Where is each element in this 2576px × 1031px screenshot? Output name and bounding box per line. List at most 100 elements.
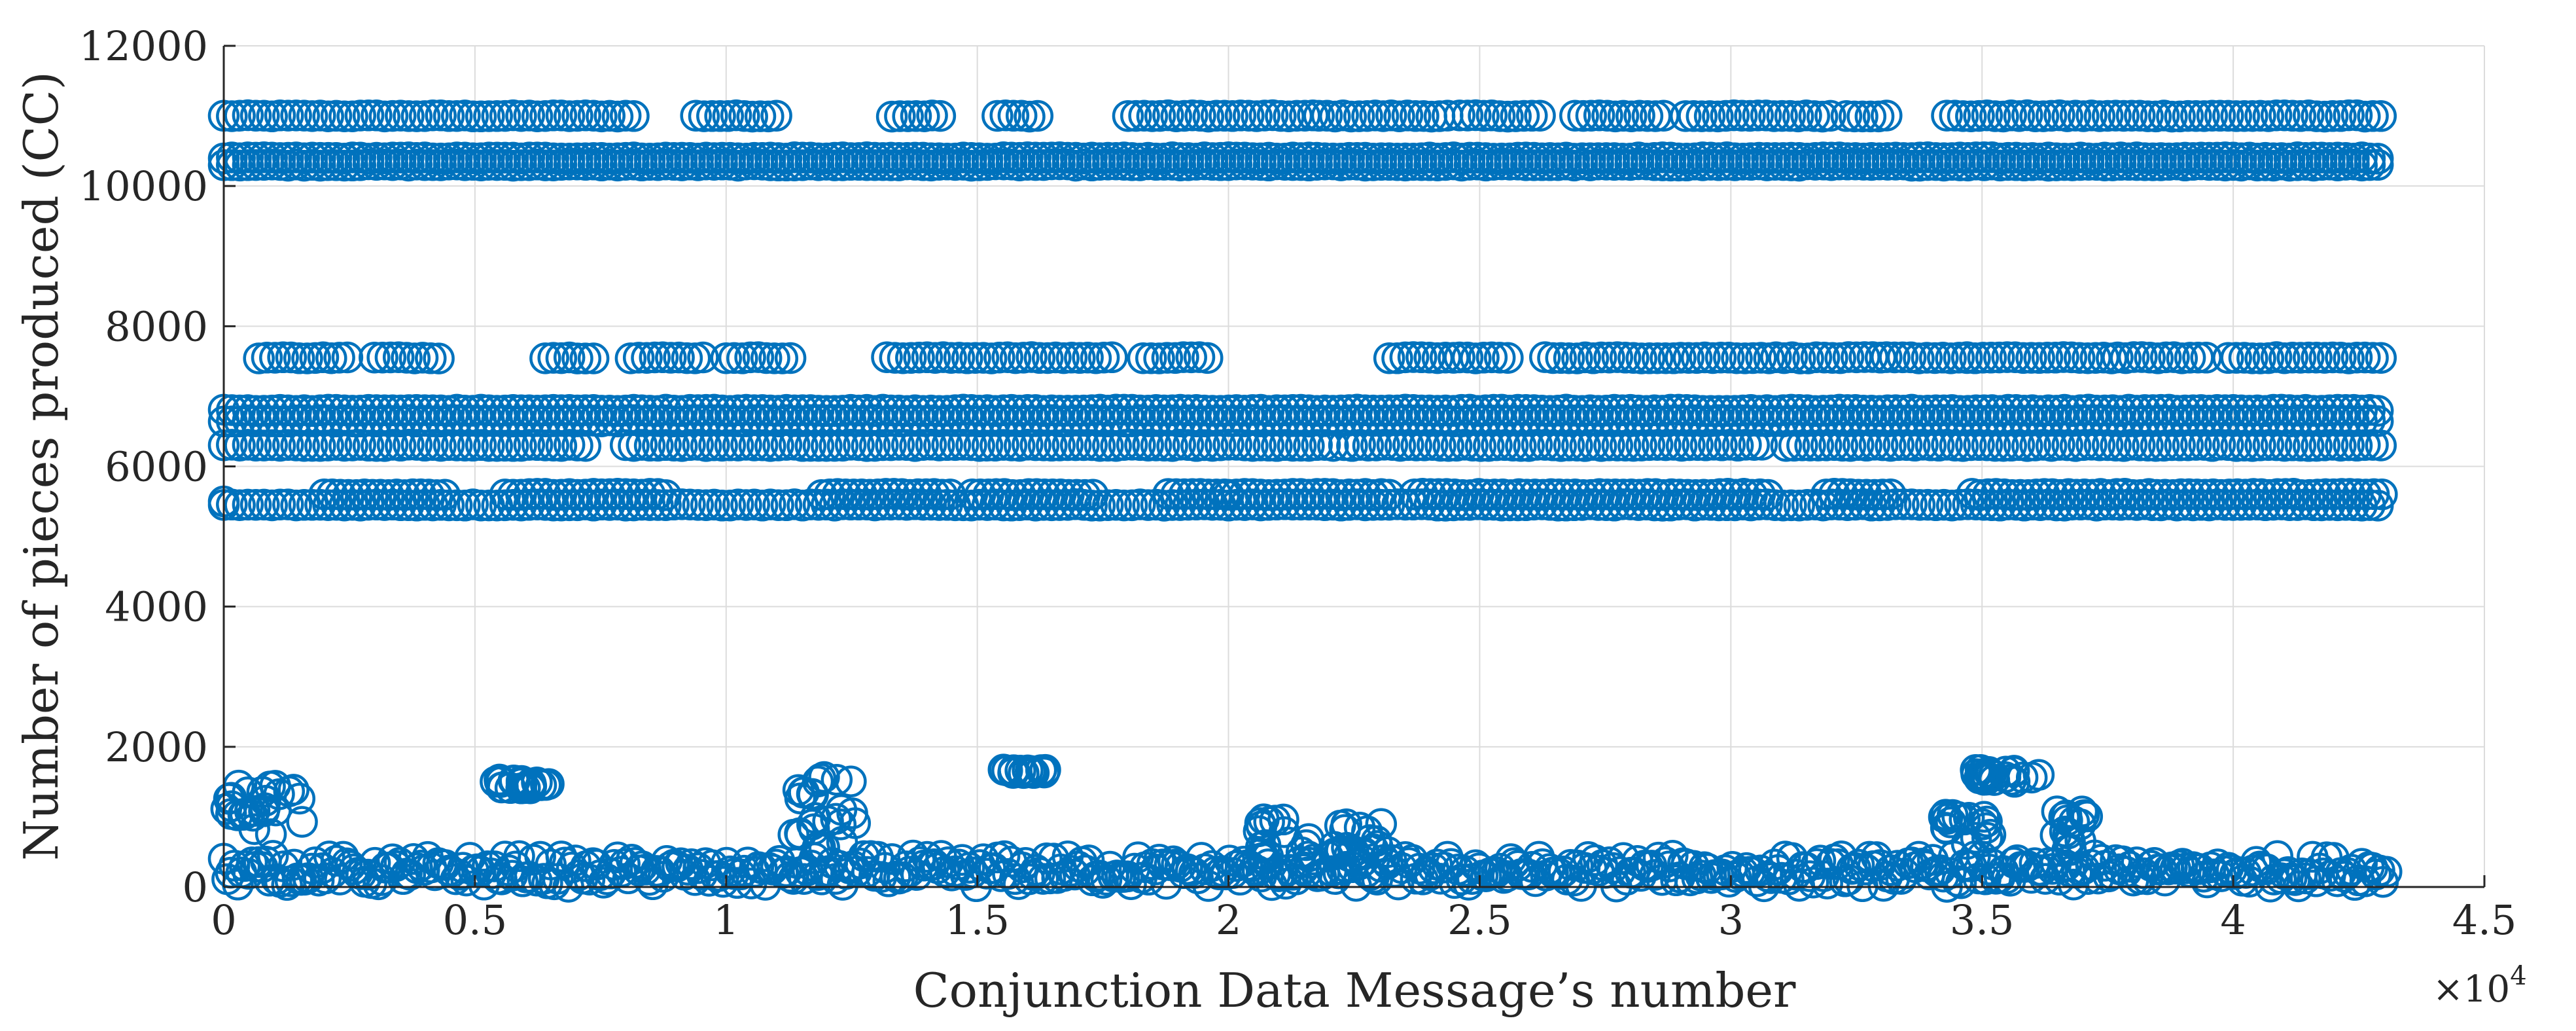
scatter-point [2361,405,2394,437]
scatter-point [232,99,264,132]
scatter-point [2132,100,2164,132]
scatter-point [1051,489,1084,521]
scatter-point [2220,342,2252,374]
scatter-point [714,141,747,174]
scatter-point [2249,489,2282,522]
scatter-point [802,488,835,521]
scatter-point [2047,341,2079,373]
scatter-point [836,797,868,829]
scatter-point [2220,100,2252,132]
scatter-point [1256,99,1289,132]
scatter-point [2169,488,2201,521]
scatter-point [417,99,449,132]
scatter-point [1196,142,1229,174]
scatter-point [883,429,915,461]
scatter-point [1641,429,1674,461]
scatter-point [907,149,939,181]
scatter-point [1408,429,1441,461]
scatter-point [272,99,304,132]
scatter-point [224,149,256,182]
scatter-point [2265,488,2298,520]
scatter-point [947,405,979,437]
scatter-point [1823,488,1856,521]
scatter-point [2249,149,2282,181]
scatter-point [1575,99,1608,132]
scatter-point [1451,99,1484,132]
scatter-point [1309,489,1341,522]
scatter-point [553,429,586,461]
scatter-point [642,489,674,521]
scatter-point [1638,149,1670,181]
scatter-point [352,488,385,521]
scatter-point [2137,489,2169,522]
scatter-point [770,855,803,888]
scatter-point [2011,430,2043,462]
scatter-point [473,489,505,522]
scatter-point [1397,341,1430,373]
scatter-point [658,142,690,174]
scatter-point [1151,342,1184,374]
scatter-point [2068,429,2100,461]
scatter-point [561,342,593,374]
scatter-point [1598,149,1631,181]
scatter-point [2261,840,2293,873]
scatter-point [1888,488,1920,520]
scatter-point [1284,142,1317,174]
scatter-point [1003,141,1036,174]
scatter-point [2185,141,2217,174]
scatter-point [1786,429,1818,461]
scatter-point [1518,141,1550,174]
scatter-point [1574,142,1606,174]
scatter-point [903,341,935,374]
scatter-point [2016,488,2049,521]
scatter-point [658,149,690,181]
scatter-point [819,149,851,181]
scatter-point [1737,342,1769,374]
scatter-point [530,769,562,801]
scatter-point [286,806,318,838]
scatter-point [277,774,309,806]
scatter-point [939,429,972,461]
scatter-point [690,489,722,521]
scatter-point [1960,488,1992,520]
scatter-point [1553,342,1585,374]
scatter-point [1036,148,1068,181]
scatter-point [1879,488,1912,520]
scatter-point [1003,405,1036,437]
scatter-point [2301,100,2333,132]
y-axis-title: Number of pieces produced (CC) [14,71,69,861]
scatter-point [2137,149,2169,181]
scatter-point [802,142,835,175]
scatter-point [939,405,972,437]
scatter-point [2019,429,2051,461]
scatter-point [919,342,951,374]
scatter-point [521,141,554,173]
scatter-point [1027,149,1060,181]
scatter-point [650,141,682,173]
scatter-point [2209,149,2242,182]
scatter-point [561,149,593,181]
scatter-point [1261,148,1293,181]
scatter-point [1059,429,1092,461]
scatter-point [1220,488,1253,521]
scatter-point [1742,99,1774,132]
scatter-point [1475,341,1508,374]
scatter-point [1816,342,1848,374]
scatter-point [875,100,908,133]
scatter-point [722,405,754,437]
scatter-point [1135,342,1167,374]
scatter-point [1638,489,1670,522]
scatter-point [224,489,256,521]
scatter-point [1609,429,1642,461]
scatter-point [1784,342,1816,374]
scatter-point [481,100,513,132]
scatter-point [1116,429,1148,461]
scatter-point [1172,149,1205,181]
scatter-point [569,429,602,462]
scatter-point [1896,142,1928,174]
scatter-point [1729,342,1761,374]
scatter-point [267,341,299,374]
scatter-point [875,149,907,181]
scatter-point [665,141,698,174]
scatter-point [892,100,924,132]
